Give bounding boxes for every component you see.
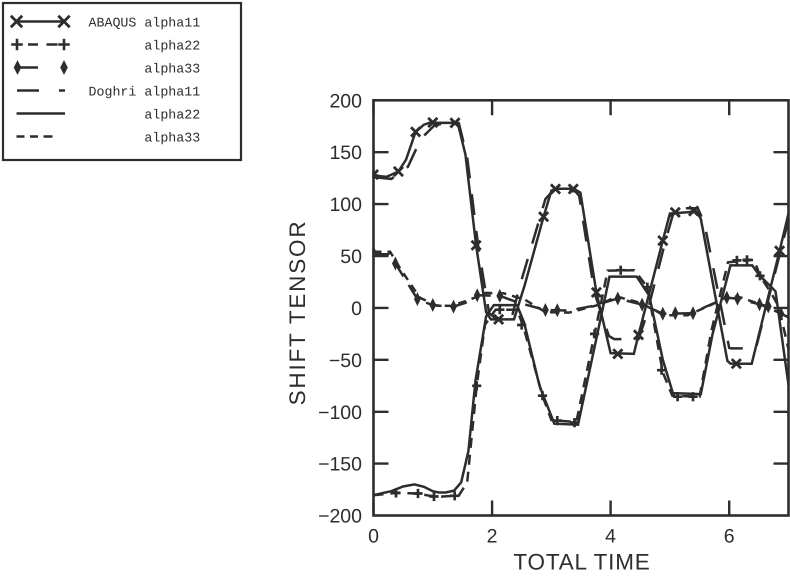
svg-text:TOTAL TIME: TOTAL TIME [513,550,650,575]
svg-text:alpha22: alpha22 [89,39,201,54]
svg-text:−100: −100 [318,402,362,424]
svg-text:100: 100 [329,194,362,216]
svg-text:6: 6 [724,526,735,548]
svg-text:−150: −150 [318,454,362,476]
svg-text:150: 150 [329,142,362,164]
svg-text:ABAQUS alpha11: ABAQUS alpha11 [89,16,201,31]
svg-text:−200: −200 [318,506,362,528]
svg-text:alpha22: alpha22 [89,108,201,123]
svg-text:2: 2 [487,526,498,548]
svg-text:−50: −50 [329,350,362,372]
svg-text:0: 0 [351,298,362,320]
svg-text:Doghri alpha11: Doghri alpha11 [89,85,201,100]
svg-text:200: 200 [329,90,362,112]
svg-text:alpha33: alpha33 [89,131,201,146]
svg-text:4: 4 [605,526,616,548]
svg-text:SHIFT TENSOR: SHIFT TENSOR [285,220,310,406]
svg-text:0: 0 [368,526,379,548]
svg-text:alpha33: alpha33 [89,62,201,77]
svg-text:50: 50 [340,246,362,268]
